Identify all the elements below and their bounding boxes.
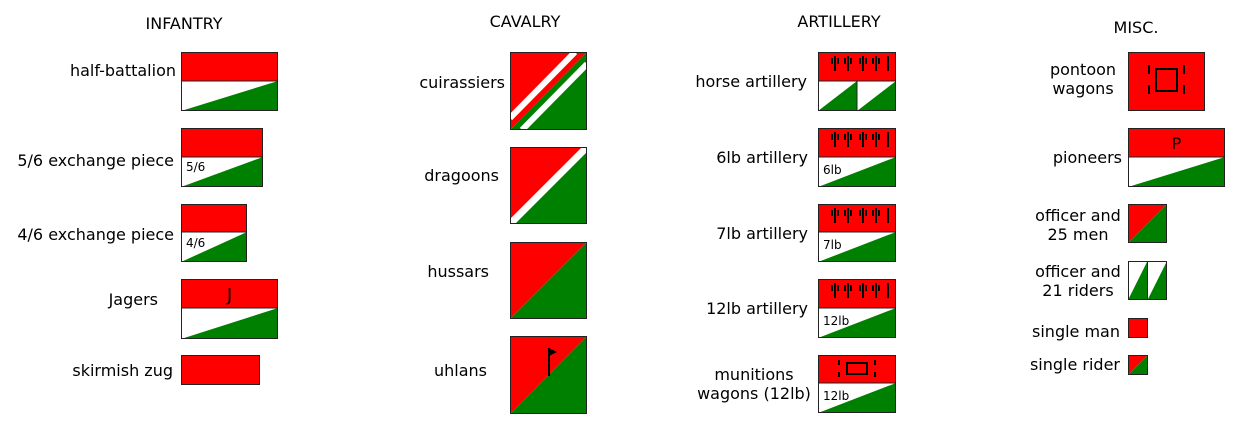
- gun-barrels-icon: [831, 283, 889, 298]
- label-dragoons: dragoons: [424, 166, 499, 185]
- symbol-hussars: [510, 242, 587, 319]
- symbol-single-man: [1128, 318, 1148, 338]
- label-officer-and-21-riders: officer and 21 riders: [1035, 262, 1121, 300]
- label-12lb-artillery: 12lb artillery: [706, 299, 808, 318]
- label-munitions-wagons: munitions wagons (12lb): [697, 365, 811, 403]
- header-infantry: INFANTRY: [145, 14, 223, 33]
- symbol-uhlans: [510, 336, 587, 414]
- abbr-6lb: 6lb: [823, 163, 842, 177]
- label-jagers: Jagers: [108, 290, 158, 309]
- label-single-rider: single rider: [1029, 355, 1120, 374]
- label-pontoon-wagons: pontoon wagons: [1049, 60, 1117, 98]
- label-officer-and-25-men: officer and 25 men: [1035, 206, 1121, 244]
- symbol-officer-and-25-men: [1128, 204, 1167, 243]
- symbol-half-battalion: [181, 52, 278, 111]
- abbr-munitions-12lb: 12lb: [823, 389, 849, 403]
- abbr-jagers: J: [226, 285, 232, 306]
- symbol-munitions-wagons: 12lb: [818, 355, 896, 413]
- label-pioneers: pioneers: [1052, 148, 1122, 167]
- header-artillery: ARTILLERY: [797, 12, 881, 31]
- header-cavalry: CAVALRY: [489, 12, 561, 31]
- gun-barrels-icon: [831, 208, 889, 223]
- symbol-single-rider: [1128, 355, 1148, 375]
- symbol-dragoons: [507, 144, 590, 227]
- abbr-7lb: 7lb: [823, 238, 842, 252]
- symbol-officer-and-21-riders: [1128, 261, 1167, 300]
- label-skirmish-zug: skirmish zug: [72, 361, 173, 380]
- symbol-7lb-artillery: 7lb: [818, 204, 896, 262]
- label-half-battalion: half-battalion: [69, 61, 176, 80]
- abbr-12lb: 12lb: [823, 314, 849, 328]
- label-cuirassiers: cuirassiers: [419, 73, 505, 92]
- symbol-pontoon-wagons: [1128, 52, 1205, 111]
- symbol-jagers: J: [181, 279, 278, 339]
- label-uhlans: uhlans: [433, 361, 487, 380]
- symbol-pioneers: P: [1128, 128, 1225, 187]
- abbr-4-6: 4/6: [186, 236, 205, 250]
- abbr-pioneers: P: [1172, 134, 1182, 153]
- symbol-skirmish-zug: [181, 355, 260, 385]
- symbol-4-6-exchange-piece: 4/6: [181, 204, 247, 262]
- pontoon-icon: [1148, 65, 1185, 94]
- symbol-6lb-artillery: 6lb: [818, 128, 896, 187]
- label-single-man: single man: [1032, 322, 1120, 341]
- header-misc: MISC.: [1113, 18, 1159, 37]
- label-4-6-exchange-piece: 4/6 exchange piece: [17, 225, 174, 244]
- lance-pennant-icon: [548, 348, 557, 376]
- label-7lb-artillery: 7lb artillery: [716, 224, 808, 243]
- gun-barrels-icon: [831, 56, 889, 71]
- gun-barrels-icon: [831, 132, 889, 147]
- wagon-icon: [838, 360, 876, 377]
- symbol-horse-artillery: [818, 52, 896, 111]
- abbr-5-6: 5/6: [186, 160, 205, 174]
- label-horse-artillery: horse artillery: [695, 72, 807, 91]
- label-6lb-artillery: 6lb artillery: [716, 148, 808, 167]
- symbol-12lb-artillery: 12lb: [818, 279, 896, 338]
- symbol-5-6-exchange-piece: 5/6: [181, 128, 263, 187]
- label-5-6-exchange-piece: 5/6 exchange piece: [17, 151, 174, 170]
- label-hussars: hussars: [427, 262, 489, 281]
- symbol-cuirassiers: [507, 49, 590, 133]
